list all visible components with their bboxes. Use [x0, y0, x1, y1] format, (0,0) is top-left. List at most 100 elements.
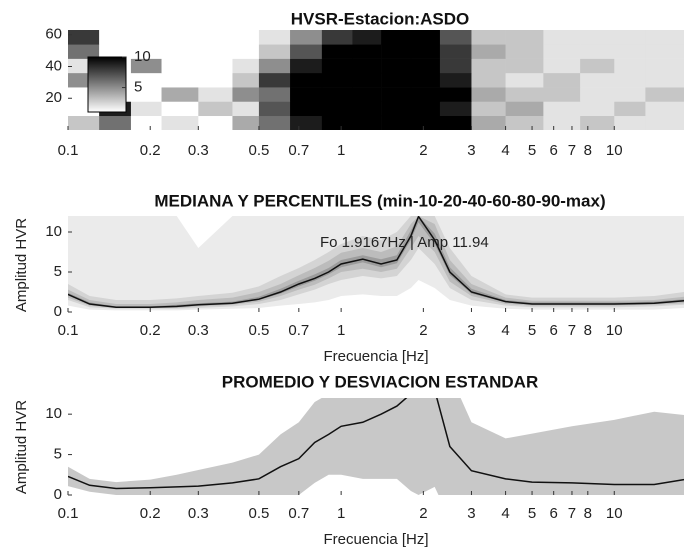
- x-tick-label: 3: [467, 505, 475, 522]
- x-tick-label: 4: [501, 505, 509, 522]
- heatmap-cell: [232, 30, 260, 45]
- heatmap-cell: [543, 87, 581, 102]
- heatmap-cell: [543, 30, 581, 45]
- heatmap-cell: [161, 58, 199, 74]
- heatmap-cell: [410, 101, 441, 117]
- plot-area: [68, 216, 684, 311]
- x-tick-label: 0.3: [188, 322, 209, 339]
- x-tick-label: 0.1: [58, 142, 79, 159]
- x-tick-label: 5: [528, 142, 536, 159]
- heatmap-cell: [580, 115, 615, 130]
- x-tick-label: 1: [337, 142, 345, 159]
- heatmap-cell: [410, 87, 441, 102]
- x-tick-label: 2: [419, 505, 427, 522]
- heatmap-cell: [410, 115, 441, 130]
- heatmap-cell: [614, 101, 646, 117]
- heatmap-cell: [198, 87, 233, 102]
- heatmap-cell: [439, 72, 472, 88]
- heatmap-cell: [381, 101, 412, 117]
- colorbar-tick-label: 5: [134, 79, 142, 96]
- heatmap-cell: [290, 87, 323, 102]
- heatmap-cell: [68, 30, 100, 45]
- x-tick-label: 0.3: [188, 142, 209, 159]
- heatmap-cell: [321, 87, 353, 102]
- heatmap-cell: [614, 30, 646, 45]
- heatmap-cell: [505, 101, 544, 117]
- heatmap-cell: [352, 30, 382, 45]
- heatmap-cell: [130, 30, 162, 45]
- x-tick-label: 10: [606, 142, 623, 159]
- heatmap-cell: [258, 115, 291, 130]
- x-tick-label: 8: [584, 322, 592, 339]
- x-tick-label: 0.7: [288, 142, 309, 159]
- heatmap-cell: [614, 58, 646, 74]
- heatmap-cell: [198, 30, 233, 45]
- chart-title: PROMEDIO Y DESVIACION ESTANDAR: [222, 372, 538, 391]
- x-tick-label: 5: [528, 322, 536, 339]
- x-tick-label: 8: [584, 142, 592, 159]
- heatmap-cell: [471, 72, 506, 88]
- heatmap-cell: [232, 115, 260, 130]
- heatmap-cell: [352, 87, 382, 102]
- heatmap-cell: [439, 101, 472, 117]
- x-axis-label: Frecuencia [Hz]: [323, 531, 428, 548]
- y-tick-label: 5: [54, 263, 62, 280]
- x-tick-label: 8: [584, 505, 592, 522]
- y-tick-label: 40: [45, 57, 62, 74]
- heatmap-cell: [543, 58, 581, 74]
- heatmap-cell: [290, 30, 323, 45]
- heatmap-cell: [614, 87, 646, 102]
- heatmap-cell: [580, 101, 615, 117]
- heatmap-cell: [352, 115, 382, 130]
- x-tick-label: 0.2: [140, 142, 161, 159]
- heatmap-cell: [321, 58, 353, 74]
- y-tick-label: 5: [54, 446, 62, 463]
- heatmap-cell: [198, 58, 233, 74]
- colorbar: [87, 56, 127, 113]
- heatmap-cell: [161, 101, 199, 117]
- heatmap-cell: [505, 87, 544, 102]
- x-tick-label: 5: [528, 505, 536, 522]
- heatmap-cell: [198, 101, 233, 117]
- heatmap-cell: [410, 58, 441, 74]
- x-tick-label: 0.5: [248, 322, 269, 339]
- y-tick-label: 0: [54, 486, 62, 503]
- x-tick-label: 3: [467, 142, 475, 159]
- heatmap-cell: [290, 72, 323, 88]
- x-tick-label: 10: [606, 322, 623, 339]
- heatmap-cell: [130, 87, 162, 102]
- x-tick-label: 6: [550, 322, 558, 339]
- x-tick-label: 6: [550, 505, 558, 522]
- x-tick-label: 0.7: [288, 505, 309, 522]
- heatmap-cell: [99, 30, 132, 45]
- x-tick-label: 0.3: [188, 505, 209, 522]
- heatmap-cell: [130, 58, 162, 74]
- heatmap-cell: [471, 101, 506, 117]
- heatmap-cell: [543, 44, 581, 59]
- heatmap-cell: [439, 44, 472, 59]
- heatmap-cell: [381, 58, 412, 74]
- heatmap-cell: [258, 101, 291, 117]
- heatmap-cell: [352, 72, 382, 88]
- heatmap-cell: [161, 30, 199, 45]
- x-tick-label: 3: [467, 322, 475, 339]
- heatmap-cell: [321, 30, 353, 45]
- heatmap-cell: [645, 44, 684, 59]
- chart-title: MEDIANA Y PERCENTILES (min-10-20-40-60-8…: [154, 191, 605, 210]
- heatmap-cell: [232, 87, 260, 102]
- heatmap-cell: [290, 58, 323, 74]
- heatmap-cell: [505, 72, 544, 88]
- x-tick-label: 1: [337, 322, 345, 339]
- heatmap-cell: [645, 72, 684, 88]
- x-tick-label: 0.7: [288, 322, 309, 339]
- heatmap-cell: [580, 58, 615, 74]
- y-tick-label: 10: [45, 223, 62, 240]
- mean-line: [68, 398, 684, 490]
- heatmap-cell: [645, 58, 684, 74]
- heatmap-cell: [614, 44, 646, 59]
- heatmap-cell: [543, 101, 581, 117]
- std-band: [68, 398, 684, 495]
- heatmap-cell: [614, 72, 646, 88]
- x-tick-label: 0.1: [58, 505, 79, 522]
